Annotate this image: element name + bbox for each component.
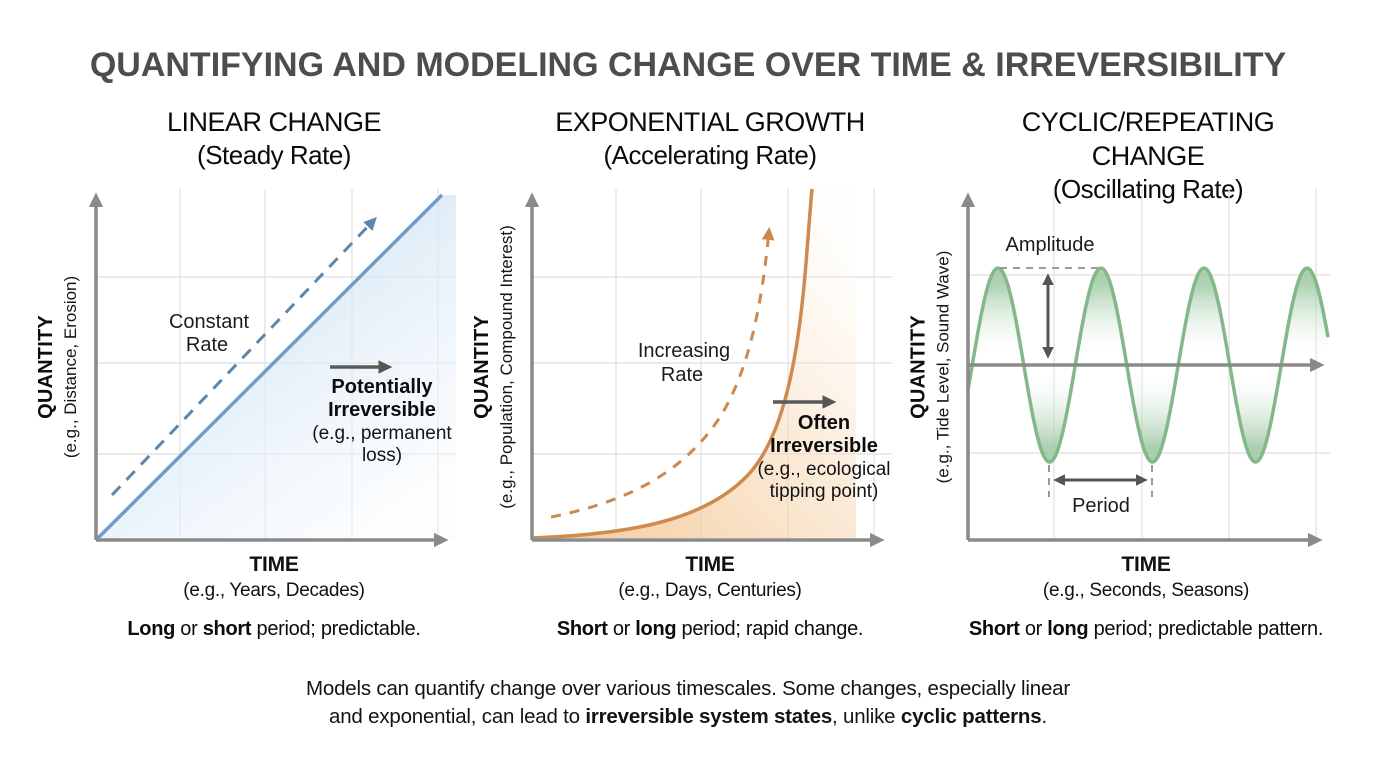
irreversible-label-line3: (e.g., permanent — [312, 423, 452, 444]
linear-area-fill — [96, 195, 456, 540]
irreversible-label-line4: loss) — [362, 445, 402, 466]
panel-cyclic: CYCLIC/REPEATING CHANGE (Oscillating Rat… — [898, 105, 1334, 641]
increasing-rate-dashed-arrow — [550, 226, 775, 519]
exponential-y-axis-label-rotated: QUANTITY (e.g., Population, Compound Int… — [471, 225, 517, 509]
cyclic-y-axis-label-rotated: QUANTITY (e.g., Tide Level, Sound Wave) — [907, 251, 953, 484]
exponential-heading-block: EXPONENTIAL GROWTH (Accelerating Rate) — [462, 105, 894, 179]
footer-summary: Models can quantify change over various … — [0, 675, 1376, 731]
linear-caption: Long or short period; predictable. — [127, 618, 421, 640]
footer-line1: Models can quantify change over various … — [306, 677, 1070, 700]
exponential-chart-row: QUANTITY (e.g., Population, Compound Int… — [462, 185, 894, 549]
linear-chart-row: QUANTITY (e.g., Distance, Erosion) Const… — [26, 185, 458, 549]
y-axis-title: QUANTITY — [35, 315, 58, 419]
irreversible-label-line1: Often — [798, 412, 850, 434]
panels-row: LINEAR CHANGE (Steady Rate) QUANTITY (e.… — [0, 105, 1376, 641]
y-axis-title: QUANTITY — [471, 315, 493, 419]
cyclic-chart-row: QUANTITY (e.g., Tide Level, Sound Wave) — [898, 185, 1334, 549]
x-axis-subtitle: (e.g., Seconds, Seasons) — [1042, 580, 1250, 601]
cyclic-y-axis-label: QUANTITY (e.g., Tide Level, Sound Wave) — [898, 185, 962, 549]
irreversible-label-line2: Irreversible — [770, 435, 878, 457]
y-axis-subtitle: (e.g., Tide Level, Sound Wave) — [933, 250, 952, 484]
exponential-subheading: (Accelerating Rate) — [603, 140, 817, 170]
irreversible-label-line1: Potentially — [331, 376, 433, 398]
cyclic-subheading: (Oscillating Rate) — [1052, 174, 1244, 204]
page-title: QUANTIFYING AND MODELING CHANGE OVER TIM… — [89, 46, 1287, 84]
irreversible-label-line2: Irreversible — [328, 399, 436, 421]
panel-linear: LINEAR CHANGE (Steady Rate) QUANTITY (e.… — [26, 105, 458, 641]
exponential-y-axis-label: QUANTITY (e.g., Population, Compound Int… — [462, 185, 526, 549]
exponential-area-fill — [532, 189, 856, 538]
y-axis-subtitle: (e.g., Distance, Erosion) — [61, 275, 81, 459]
x-axis-title: TIME — [249, 553, 299, 576]
linear-heading-block: LINEAR CHANGE (Steady Rate) — [26, 105, 458, 179]
amplitude-label: Amplitude — [1006, 234, 1095, 256]
linear-y-axis-label-rotated: QUANTITY (e.g., Distance, Erosion) — [35, 276, 81, 458]
exponential-x-axis-label: TIME (e.g., Days, Centuries) — [526, 553, 894, 602]
increasing-rate-label-line1: Increasing — [638, 340, 730, 362]
irreversible-label-line4: tipping point) — [770, 481, 879, 502]
period-label: Period — [1072, 495, 1130, 517]
y-axis-subtitle: (e.g., Population, Compound Interest) — [497, 225, 516, 509]
constant-rate-label-line1: Constant — [169, 311, 249, 333]
footer-line2: and exponential, can lead to irreversibl… — [329, 705, 1047, 728]
linear-y-axis-label: QUANTITY (e.g., Distance, Erosion) — [26, 185, 90, 549]
linear-subheading: (Steady Rate) — [197, 140, 351, 170]
x-axis-subtitle: (e.g., Days, Centuries) — [618, 580, 802, 601]
irreversible-label-line3: (e.g., ecological — [757, 459, 890, 480]
linear-chart: Constant Rate Potentially Irreversible (… — [88, 189, 456, 548]
cyclic-chart: Amplitude Period — [960, 189, 1330, 548]
cyclic-heading-block: CYCLIC/REPEATING CHANGE (Oscillating Rat… — [898, 105, 1334, 204]
constant-rate-dashed-arrow — [110, 217, 377, 497]
sine-wave-line — [966, 266, 1330, 464]
exponential-caption: Short or long period; rapid change. — [556, 618, 864, 640]
constant-rate-label-line2: Rate — [186, 334, 228, 356]
exponential-line — [531, 188, 814, 540]
cyclic-caption: Short or long period; predictable patter… — [968, 618, 1324, 640]
exponential-heading: EXPONENTIAL GROWTH — [555, 107, 865, 137]
cyclic-heading: CYCLIC/REPEATING CHANGE — [1021, 107, 1275, 171]
linear-line — [94, 193, 444, 542]
x-axis-subtitle: (e.g., Years, Decades) — [183, 580, 365, 601]
x-axis-title: TIME — [685, 553, 735, 576]
panel-exponential: EXPONENTIAL GROWTH (Accelerating Rate) Q… — [462, 105, 894, 641]
cyclic-x-axis-label: TIME (e.g., Seconds, Seasons) — [962, 553, 1330, 602]
linear-heading: LINEAR CHANGE — [166, 107, 382, 137]
linear-x-axis-label: TIME (e.g., Years, Decades) — [90, 553, 458, 602]
increasing-rate-label-line2: Rate — [661, 364, 703, 386]
exponential-chart: Increasing Rate Often Irreversible (e.g.… — [524, 188, 892, 548]
x-axis-title: TIME — [1121, 553, 1171, 576]
y-axis-title: QUANTITY — [907, 315, 929, 419]
